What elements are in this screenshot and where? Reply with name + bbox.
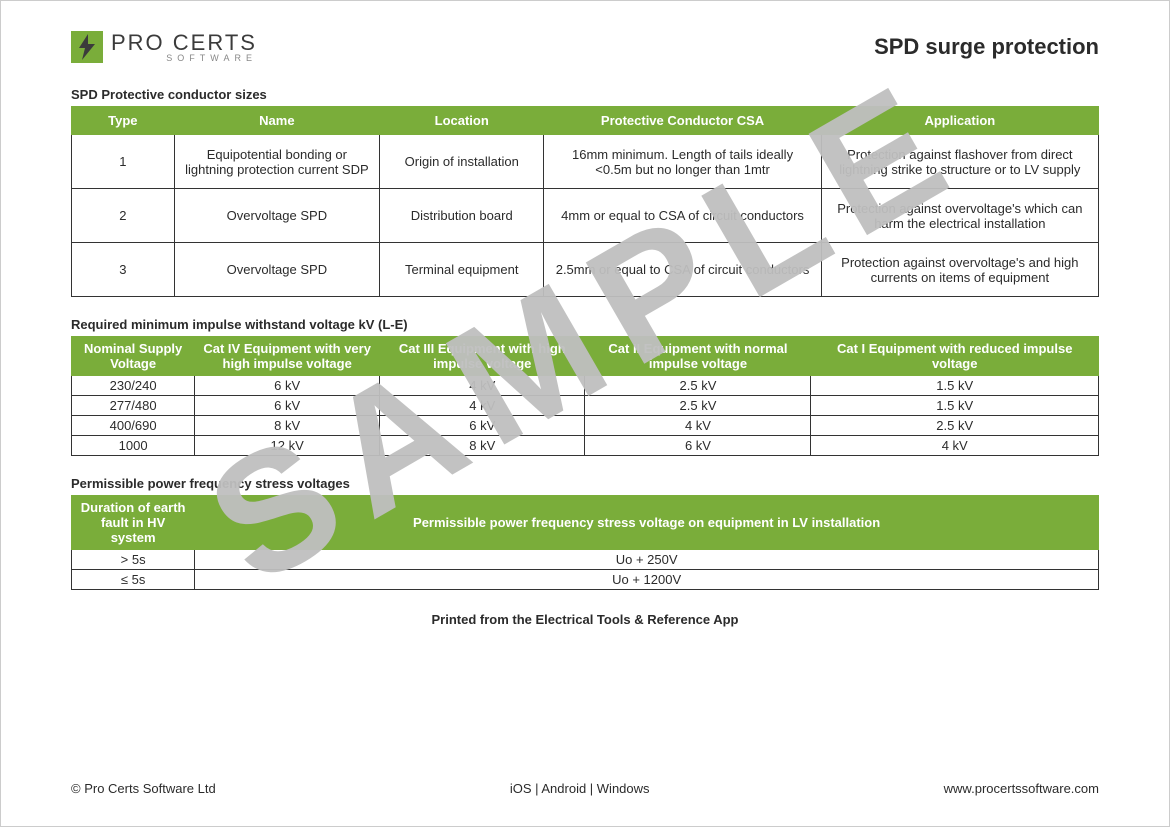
- cell: 6 kV: [585, 436, 811, 456]
- cell: 16mm minimum. Length of tails ideally <0…: [544, 135, 821, 189]
- cell: 1000: [72, 436, 195, 456]
- col-cat3: Cat III Equipment with high impulse volt…: [380, 337, 585, 376]
- cell: Uo + 1200V: [195, 570, 1099, 590]
- cell: Protection against overvoltage's which c…: [821, 189, 1098, 243]
- cell: Overvoltage SPD: [174, 243, 379, 297]
- cell: 4 kV: [380, 396, 585, 416]
- cell: Origin of installation: [380, 135, 544, 189]
- col-duration: Duration of earth fault in HV system: [72, 496, 195, 550]
- page-title: SPD surge protection: [874, 34, 1099, 60]
- footer-right: www.procertssoftware.com: [944, 781, 1099, 796]
- cell: 3: [72, 243, 175, 297]
- col-type: Type: [72, 107, 175, 135]
- cell: 4 kV: [811, 436, 1099, 456]
- col-application: Application: [821, 107, 1098, 135]
- cell: 6 kV: [195, 376, 380, 396]
- brand-logo: PRO CERTS SOFTWARE: [71, 31, 257, 63]
- cell: 2: [72, 189, 175, 243]
- cell: 4 kV: [380, 376, 585, 396]
- footer-left: © Pro Certs Software Ltd: [71, 781, 216, 796]
- table-stress: Duration of earth fault in HV system Per…: [71, 495, 1099, 590]
- col-cat1: Cat I Equipment with reduced impulse vol…: [811, 337, 1099, 376]
- printed-from-line: Printed from the Electrical Tools & Refe…: [71, 612, 1099, 627]
- table-row: 277/480 6 kV 4 kV 2.5 kV 1.5 kV: [72, 396, 1099, 416]
- cell: 2.5 kV: [585, 376, 811, 396]
- footer-center: iOS | Android | Windows: [510, 781, 650, 796]
- col-cat2: Cat II Equipment with normal impulse vol…: [585, 337, 811, 376]
- table-row: 1 Equipotential bonding or lightning pro…: [72, 135, 1099, 189]
- col-cat4: Cat IV Equipment with very high impulse …: [195, 337, 380, 376]
- cell: Protection against flashover from direct…: [821, 135, 1098, 189]
- section-title-impulse: Required minimum impulse withstand volta…: [71, 317, 1099, 332]
- header: PRO CERTS SOFTWARE SPD surge protection: [71, 31, 1099, 63]
- cell: 8 kV: [380, 436, 585, 456]
- cell: 8 kV: [195, 416, 380, 436]
- table-header-row: Nominal Supply Voltage Cat IV Equipment …: [72, 337, 1099, 376]
- table-impulse: Nominal Supply Voltage Cat IV Equipment …: [71, 336, 1099, 456]
- cell: Terminal equipment: [380, 243, 544, 297]
- table-spd-sizes: Type Name Location Protective Conductor …: [71, 106, 1099, 297]
- cell: 4mm or equal to CSA of circuit conductor…: [544, 189, 821, 243]
- cell: 12 kV: [195, 436, 380, 456]
- cell: 6 kV: [380, 416, 585, 436]
- logo-text: PRO CERTS SOFTWARE: [111, 32, 257, 63]
- section-title-stress: Permissible power frequency stress volta…: [71, 476, 1099, 491]
- table-row: 400/690 8 kV 6 kV 4 kV 2.5 kV: [72, 416, 1099, 436]
- table-header-row: Type Name Location Protective Conductor …: [72, 107, 1099, 135]
- logo-icon: [71, 31, 103, 63]
- cell: 2.5mm or equal to CSA of circuit conduct…: [544, 243, 821, 297]
- table-row: 230/240 6 kV 4 kV 2.5 kV 1.5 kV: [72, 376, 1099, 396]
- cell: Overvoltage SPD: [174, 189, 379, 243]
- cell: 4 kV: [585, 416, 811, 436]
- footer: © Pro Certs Software Ltd iOS | Android |…: [71, 761, 1099, 796]
- col-permissible: Permissible power frequency stress volta…: [195, 496, 1099, 550]
- cell: Equipotential bonding or lightning prote…: [174, 135, 379, 189]
- col-location: Location: [380, 107, 544, 135]
- cell: 230/240: [72, 376, 195, 396]
- col-nominal: Nominal Supply Voltage: [72, 337, 195, 376]
- table-row: ≤ 5s Uo + 1200V: [72, 570, 1099, 590]
- col-csa: Protective Conductor CSA: [544, 107, 821, 135]
- cell: 1: [72, 135, 175, 189]
- table-row: 3 Overvoltage SPD Terminal equipment 2.5…: [72, 243, 1099, 297]
- cell: ≤ 5s: [72, 570, 195, 590]
- table-row: 2 Overvoltage SPD Distribution board 4mm…: [72, 189, 1099, 243]
- cell: 6 kV: [195, 396, 380, 416]
- table-row: > 5s Uo + 250V: [72, 550, 1099, 570]
- logo-sub-text: SOFTWARE: [111, 54, 257, 63]
- cell: Protection against overvoltage's and hig…: [821, 243, 1098, 297]
- cell: 2.5 kV: [811, 416, 1099, 436]
- table-row: 1000 12 kV 8 kV 6 kV 4 kV: [72, 436, 1099, 456]
- cell: 400/690: [72, 416, 195, 436]
- col-name: Name: [174, 107, 379, 135]
- cell: 1.5 kV: [811, 376, 1099, 396]
- cell: Distribution board: [380, 189, 544, 243]
- cell: 2.5 kV: [585, 396, 811, 416]
- cell: > 5s: [72, 550, 195, 570]
- document-page: PRO CERTS SOFTWARE SPD surge protection …: [71, 31, 1099, 796]
- section-title-spd-sizes: SPD Protective conductor sizes: [71, 87, 1099, 102]
- cell: 277/480: [72, 396, 195, 416]
- table-header-row: Duration of earth fault in HV system Per…: [72, 496, 1099, 550]
- lightning-icon: [77, 34, 97, 60]
- cell: 1.5 kV: [811, 396, 1099, 416]
- logo-main-text: PRO CERTS: [111, 32, 257, 54]
- cell: Uo + 250V: [195, 550, 1099, 570]
